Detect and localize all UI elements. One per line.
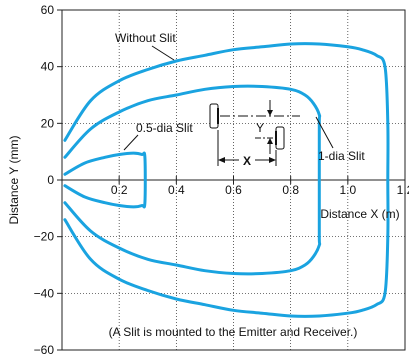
y-tick-label: −40: [34, 286, 55, 300]
leader-one-dia-slit: [315, 116, 334, 149]
series-line-without-slit: [63, 42, 390, 318]
x-dim-label: X: [243, 154, 251, 168]
y-tick-label: 60: [41, 3, 55, 17]
leader-half-dia-slit: [123, 134, 139, 151]
series-line-0-5-dia-slit: [63, 151, 147, 209]
ticks: 0.2 0.4 0.6 0.8 1.0 1.2 −60 −40 −20 0 20 40 60: [34, 3, 409, 357]
curves: [63, 42, 390, 318]
y-tick-label: −60: [34, 343, 55, 357]
label-one-dia-slit: 1-dia Slit: [318, 149, 365, 163]
x-tick-label: 0.6: [225, 183, 242, 197]
y-dim-arrowhead-bottom: [267, 138, 273, 144]
x-tick-label: 1.0: [339, 183, 356, 197]
series-line-1-dia-slit: [63, 84, 322, 276]
label-without-slit: Without Slit: [115, 31, 176, 45]
x-axis-label: Distance X (m): [320, 207, 399, 221]
leader-without-slit: [151, 45, 175, 61]
x-tick-label: 1.2: [397, 183, 409, 197]
y-dim-label: Y: [256, 121, 264, 135]
emitter-icon: [209, 103, 219, 129]
x-tick-label: 0.2: [111, 183, 128, 197]
footnote: (A Slit is mounted to the Emitter and Re…: [109, 325, 358, 339]
x-dim-label-bg: [239, 152, 255, 168]
y-tick-label: 0: [47, 173, 54, 187]
x-tick-label: 0.4: [168, 183, 185, 197]
y-axis-label: Distance Y (mm): [7, 136, 21, 225]
x-dim-arrowhead-left: [218, 157, 225, 163]
y-tick-label: −20: [34, 230, 55, 244]
y-tick-label: 40: [41, 60, 55, 74]
setup-diagram: Y X: [209, 100, 300, 168]
y-dim-arrowhead-top: [267, 110, 273, 116]
y-tick-label: 20: [41, 116, 55, 130]
receiver-icon: [275, 126, 285, 150]
x-dim-arrowhead-right: [269, 157, 276, 163]
x-tick-label: 0.8: [282, 183, 299, 197]
label-half-dia-slit: 0.5-dia Slit: [136, 121, 193, 135]
